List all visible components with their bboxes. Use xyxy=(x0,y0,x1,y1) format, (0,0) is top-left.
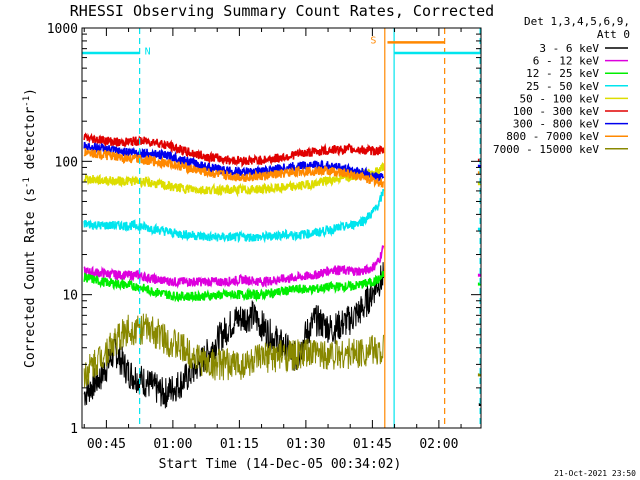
y-axis-label-main: Corrected Count Rate (s xyxy=(23,188,38,368)
x-axis: 00:45 01:00 01:15 01:30 01:45 02:00 xyxy=(83,28,462,452)
legend-header-2: Att 0 xyxy=(597,28,630,41)
flag-label-s: S xyxy=(370,35,376,46)
series-7000-15000-kev xyxy=(83,313,481,388)
y-axis-label: Corrected Count Rate (s-1 detector-1) xyxy=(22,88,38,368)
legend-label: 50 - 100 keV xyxy=(520,92,600,105)
legend-label: 3 - 6 keV xyxy=(539,42,599,55)
y-tick-label: 10 xyxy=(62,289,78,304)
timestamp-footer: 21-Oct-2021 23:50 xyxy=(554,469,636,478)
flag-label-n: N xyxy=(145,46,151,57)
axes-frame xyxy=(81,27,482,429)
series-6-12-kev xyxy=(83,245,481,289)
legend-label: 300 - 800 keV xyxy=(513,118,599,131)
series-line xyxy=(83,161,385,198)
series-12-25-kev xyxy=(83,271,481,303)
legend-label: 100 - 300 keV xyxy=(513,105,599,118)
legend-label: 7000 - 15000 keV xyxy=(493,143,599,156)
series-line xyxy=(83,271,385,303)
y-axis-label-sup1: -1 xyxy=(22,177,32,188)
y-axis-label-end: ) xyxy=(23,88,38,96)
legend-label: 6 - 12 keV xyxy=(533,55,600,68)
x-tick-label: 02:00 xyxy=(419,437,458,452)
legend-header-1: Det 1,3,4,5,6,9, xyxy=(524,15,630,28)
x-axis-label: Start Time (14-Dec-05 00:34:02) xyxy=(159,457,402,472)
series-line xyxy=(83,188,385,244)
series-line xyxy=(83,132,385,168)
y-tick-label: 1000 xyxy=(47,22,78,37)
series-50-100-kev xyxy=(83,161,481,198)
chart-title: RHESSI Observing Summary Count Rates, Co… xyxy=(70,2,494,20)
x-tick-label: 01:15 xyxy=(220,437,259,452)
x-tick-label: 01:00 xyxy=(153,437,192,452)
series-line xyxy=(83,313,384,388)
y-axis: 1 10 100 1000 xyxy=(47,22,481,437)
legend-label: 800 - 7000 keV xyxy=(506,130,599,143)
x-tick-label: 01:45 xyxy=(353,437,392,452)
series-line xyxy=(83,147,385,188)
y-axis-label-mid: detector xyxy=(23,107,38,178)
y-tick-label: 100 xyxy=(55,155,78,170)
y-axis-label-sup2: -1 xyxy=(22,96,32,107)
legend-label: 25 - 50 keV xyxy=(526,80,599,93)
series-line xyxy=(83,262,384,409)
y-tick-label: 1 xyxy=(70,422,78,437)
series-25-50-kev xyxy=(83,188,481,244)
x-tick-label: 00:45 xyxy=(87,437,126,452)
series-line xyxy=(83,245,385,289)
legend-label: 12 - 25 keV xyxy=(526,67,599,80)
plot-area: NS xyxy=(81,27,482,429)
x-tick-label: 01:30 xyxy=(286,437,325,452)
